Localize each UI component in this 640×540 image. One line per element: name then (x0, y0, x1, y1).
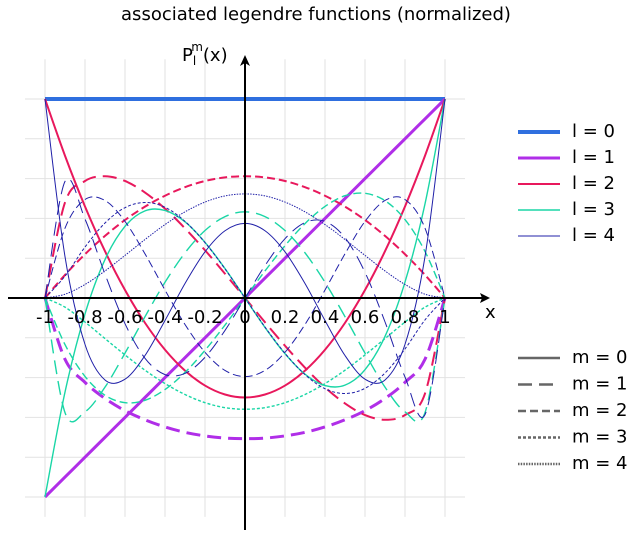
x-tick-label: 0.4 (311, 307, 340, 328)
x-arrow (480, 293, 490, 303)
legend-label: m = 2 (572, 400, 628, 421)
legend-label: l = 1 (572, 147, 615, 168)
tick-labels: -1 -0.8 -0.6 -0.4 -0.2 0 0.2 0.4 0.6 0.8 1 (36, 307, 451, 328)
axes (8, 55, 490, 530)
legend-label: l = 4 (572, 225, 615, 246)
chart-title: associated legendre functions (normalize… (121, 4, 511, 25)
x-tick-label: -1 (36, 307, 54, 328)
x-tick-label: 0 (239, 307, 250, 328)
curve (44, 297, 446, 410)
legend-label: m = 3 (572, 427, 628, 448)
x-tick-label: -0.6 (107, 307, 142, 328)
curve (43, 297, 447, 441)
x-tick-label: 0.8 (391, 307, 420, 328)
legend-label: l = 3 (572, 199, 615, 220)
legend-label: l = 2 (572, 173, 615, 194)
x-tick-label: 1 (439, 307, 450, 328)
x-tick-label: -0.8 (67, 307, 102, 328)
legend: l = 0 l = 1 l = 2 l = 3 l = 4 m = 0 m = 1 m = 2… (518, 121, 628, 474)
y-label-base: P (182, 45, 193, 66)
x-tick-label: -0.2 (187, 307, 222, 328)
legend-label: l = 0 (572, 121, 615, 142)
y-axis-label: Plm(x) (182, 40, 228, 68)
y-label-sub: l (193, 54, 196, 68)
legend-label: m = 0 (572, 347, 628, 368)
x-tick-label: 0.6 (351, 307, 380, 328)
x-tick-label: -0.4 (147, 307, 182, 328)
x-axis-label: x (485, 302, 496, 323)
y-label-sup: m (191, 40, 203, 54)
y-arrow (240, 55, 250, 66)
legend-label: m = 4 (572, 453, 628, 474)
y-label-arg: (x) (203, 45, 228, 66)
legend-label: m = 1 (572, 374, 628, 395)
x-tick-label: 0.2 (271, 307, 300, 328)
